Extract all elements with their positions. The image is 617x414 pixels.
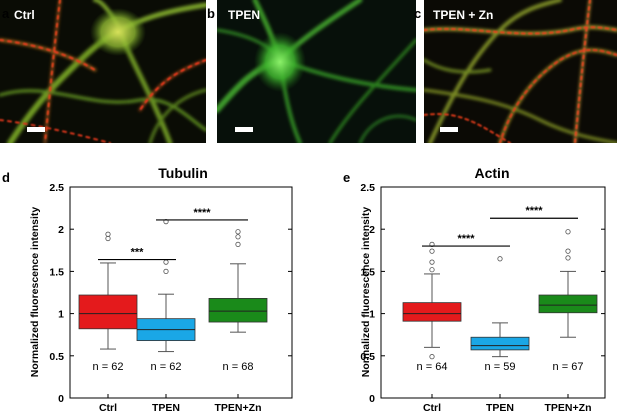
- panel-letter-c: c: [414, 6, 421, 21]
- panel-letter-b: b: [207, 6, 215, 21]
- y-axis-label-tubulin: Normalized fluorescence intensity: [29, 207, 41, 378]
- n-label: n = 62: [151, 361, 182, 373]
- significance-label: ****: [525, 205, 543, 217]
- box-tubulin-0: [78, 294, 138, 330]
- y-tick-label: 1.5: [360, 266, 375, 278]
- x-tick-label: Ctrl: [99, 402, 117, 414]
- boxplot-actin: e Actin Normalized fluorescence intensit…: [343, 165, 606, 414]
- y-tick-label: 0: [58, 393, 64, 405]
- micrograph-tpen-zn: [424, 0, 617, 143]
- micrograph-label-tpen: TPEN: [228, 8, 260, 22]
- boxplot-tubulin: d Tubulin Normalized fluorescence intens…: [2, 165, 293, 414]
- x-tick-label: TPEN: [152, 402, 180, 414]
- scale-bar-b: [235, 127, 253, 132]
- outlier-point: [163, 259, 169, 265]
- scale-bar-a: [27, 127, 45, 132]
- box-actin-0: [402, 302, 462, 322]
- y-axis-label-actin: Normalized fluorescence intensity: [360, 207, 372, 378]
- n-label: n = 67: [553, 361, 584, 373]
- chart-title-tubulin: Tubulin: [158, 165, 208, 181]
- y-tick-label: 0.5: [49, 351, 64, 363]
- micrograph-label-ctrl: Ctrl: [14, 8, 35, 22]
- outlier-point: [565, 229, 571, 235]
- significance-label: ****: [193, 207, 211, 219]
- panel-letter-a: a: [2, 6, 10, 21]
- micrograph-label-tpen-zn: TPEN + Zn: [433, 8, 493, 22]
- outlier-point: [235, 241, 241, 247]
- outlier-point: [497, 256, 503, 262]
- plot-frame-actin: [380, 186, 606, 399]
- outlier-point: [565, 255, 571, 261]
- panel-letter-e: e: [343, 170, 350, 185]
- y-tick-label: 1.5: [49, 266, 64, 278]
- n-label: n = 68: [223, 361, 254, 373]
- scale-bar-c: [440, 127, 458, 132]
- box-tubulin-2: [208, 298, 268, 323]
- y-tick-label: 2.5: [360, 182, 375, 194]
- outlier-point: [429, 259, 435, 265]
- outlier-point: [235, 234, 241, 240]
- y-tick-label: 1: [369, 309, 375, 321]
- significance-label: ***: [131, 247, 145, 259]
- x-tick-label: TPEN+Zn: [545, 402, 592, 414]
- micrograph-tpen: [217, 0, 416, 143]
- n-label: n = 64: [417, 361, 448, 373]
- panel-letter-d: d: [2, 170, 10, 185]
- micrograph-ctrl: [0, 0, 206, 143]
- outlier-point: [565, 248, 571, 254]
- outlier-point: [429, 354, 435, 360]
- outlier-point: [105, 235, 111, 242]
- y-tick-label: 1: [58, 309, 64, 321]
- y-tick-label: 2: [369, 224, 375, 236]
- x-tick-label: Ctrl: [423, 402, 441, 414]
- box-actin-2: [538, 294, 598, 314]
- x-tick-label: TPEN+Zn: [215, 402, 262, 414]
- outlier-point: [163, 268, 169, 274]
- y-tick-label: 0.5: [360, 351, 375, 363]
- outlier-point: [429, 267, 435, 273]
- y-tick-label: 2: [58, 224, 64, 236]
- y-tick-label: 0: [369, 393, 375, 405]
- outlier-point: [429, 248, 435, 254]
- x-tick-label: TPEN: [486, 402, 514, 414]
- significance-label: ****: [457, 233, 475, 245]
- outlier-point: [235, 229, 241, 235]
- box-actin-1: [470, 336, 530, 351]
- plot-frame-tubulin: [69, 186, 293, 399]
- outlier-point: [105, 231, 111, 237]
- n-label: n = 59: [485, 361, 516, 373]
- y-tick-label: 2.5: [49, 182, 64, 194]
- n-label: n = 62: [93, 361, 124, 373]
- chart-title-actin: Actin: [475, 165, 510, 181]
